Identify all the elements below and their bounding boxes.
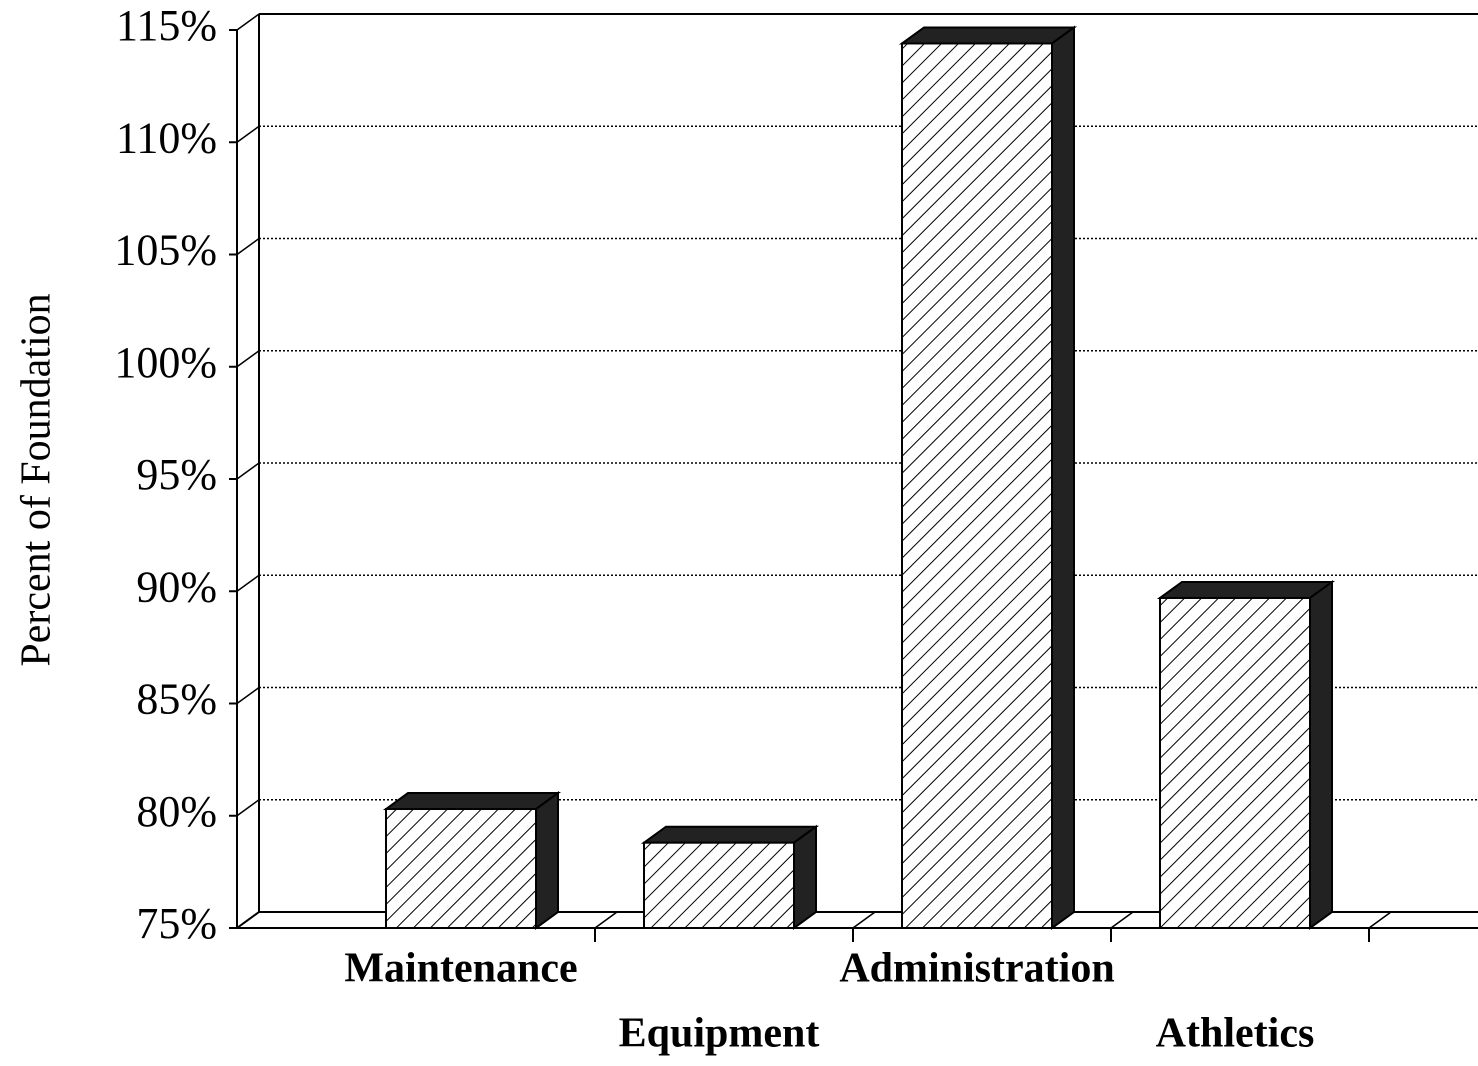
y-axis-label: Percent of Foundation xyxy=(14,293,60,666)
bar xyxy=(643,841,795,929)
bar-side xyxy=(535,791,559,930)
x-tick-label: Maintenance xyxy=(344,946,577,992)
x-tick-label: Administration xyxy=(839,946,1114,992)
bar-side xyxy=(1051,25,1075,930)
bar xyxy=(901,42,1053,930)
bar-top xyxy=(640,825,820,844)
bar-side xyxy=(793,824,817,930)
y-tick-label: 95% xyxy=(136,450,217,499)
bar-top xyxy=(382,792,562,811)
y-tick-diag xyxy=(236,799,260,817)
y-tick-diag xyxy=(236,350,260,368)
y-tick-diag xyxy=(236,13,260,31)
y-tick-diag xyxy=(236,125,260,143)
y-tick-label: 100% xyxy=(114,338,217,387)
y-tick-diag xyxy=(236,686,260,705)
y-tick-label: 75% xyxy=(136,899,217,948)
x-tick-diag xyxy=(1368,911,1392,929)
x-tick-label: Equipment xyxy=(619,1011,820,1057)
x-tick-diag xyxy=(1110,911,1134,929)
bar-top xyxy=(898,26,1078,45)
y-tick-diag xyxy=(236,911,260,929)
x-tick-diag xyxy=(852,911,876,929)
y-tick-label: 115% xyxy=(116,1,217,50)
y-tick-label: 105% xyxy=(114,226,217,275)
bar-side xyxy=(1309,580,1333,930)
y-tick-diag xyxy=(236,237,260,256)
bar xyxy=(385,808,537,930)
x-tick-label: Athletics xyxy=(1156,1011,1315,1057)
y-tick-label: 110% xyxy=(116,113,217,162)
bar-top xyxy=(1156,580,1336,599)
y-tick-diag xyxy=(236,574,260,592)
y-tick-diag xyxy=(236,462,260,480)
y-tick-label: 80% xyxy=(136,787,217,836)
bar xyxy=(1159,596,1311,929)
y-tick-label: 90% xyxy=(136,562,217,611)
x-tick-diag xyxy=(594,911,618,929)
y-tick-label: 85% xyxy=(136,675,217,724)
